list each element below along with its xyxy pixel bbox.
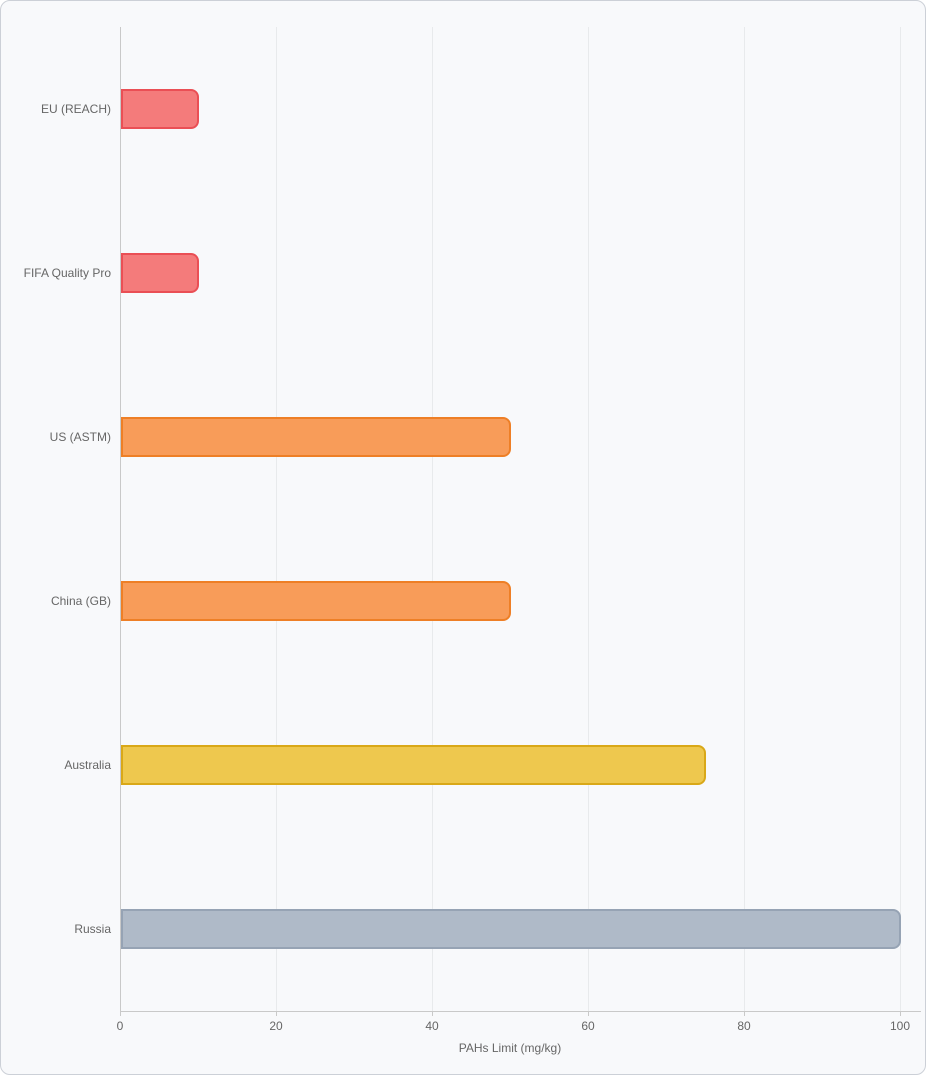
x-axis-tick xyxy=(744,1011,745,1016)
x-axis-tick-label: 100 xyxy=(889,1019,911,1033)
bar-china-gb[interactable] xyxy=(121,581,511,621)
gridline-vertical xyxy=(432,27,433,1011)
bar-russia[interactable] xyxy=(121,909,901,949)
category-label: EU (REACH) xyxy=(40,102,111,116)
category-label: Russia xyxy=(74,922,111,936)
bar-fifa-quality-pro[interactable] xyxy=(121,253,199,293)
y-axis-line xyxy=(120,27,121,1011)
x-axis-tick-label: 60 xyxy=(581,1019,595,1033)
x-axis-line xyxy=(120,1011,921,1012)
gridline-vertical xyxy=(900,27,901,1011)
gridline-vertical xyxy=(276,27,277,1011)
x-axis-tick xyxy=(276,1011,277,1016)
x-axis-tick xyxy=(588,1011,589,1016)
x-axis-tick xyxy=(900,1011,901,1016)
bar-eu-reach[interactable] xyxy=(121,89,199,129)
category-label: China (GB) xyxy=(50,594,111,608)
gridline-vertical xyxy=(744,27,745,1011)
x-axis-tick-label: 20 xyxy=(269,1019,283,1033)
x-axis-tick-label: 80 xyxy=(737,1019,751,1033)
x-axis-tick-label: 40 xyxy=(425,1019,439,1033)
x-axis-tick-label: 0 xyxy=(116,1019,124,1033)
category-label: Australia xyxy=(64,758,111,772)
x-axis-tick xyxy=(432,1011,433,1016)
gridline-vertical xyxy=(588,27,589,1011)
category-label: US (ASTM) xyxy=(49,430,111,444)
category-label: FIFA Quality Pro xyxy=(23,266,111,280)
x-axis-title: PAHs Limit (mg/kg) xyxy=(458,1041,562,1055)
bar-us-astm[interactable] xyxy=(121,417,511,457)
bar-australia[interactable] xyxy=(121,745,706,785)
x-axis-tick xyxy=(120,1011,121,1016)
